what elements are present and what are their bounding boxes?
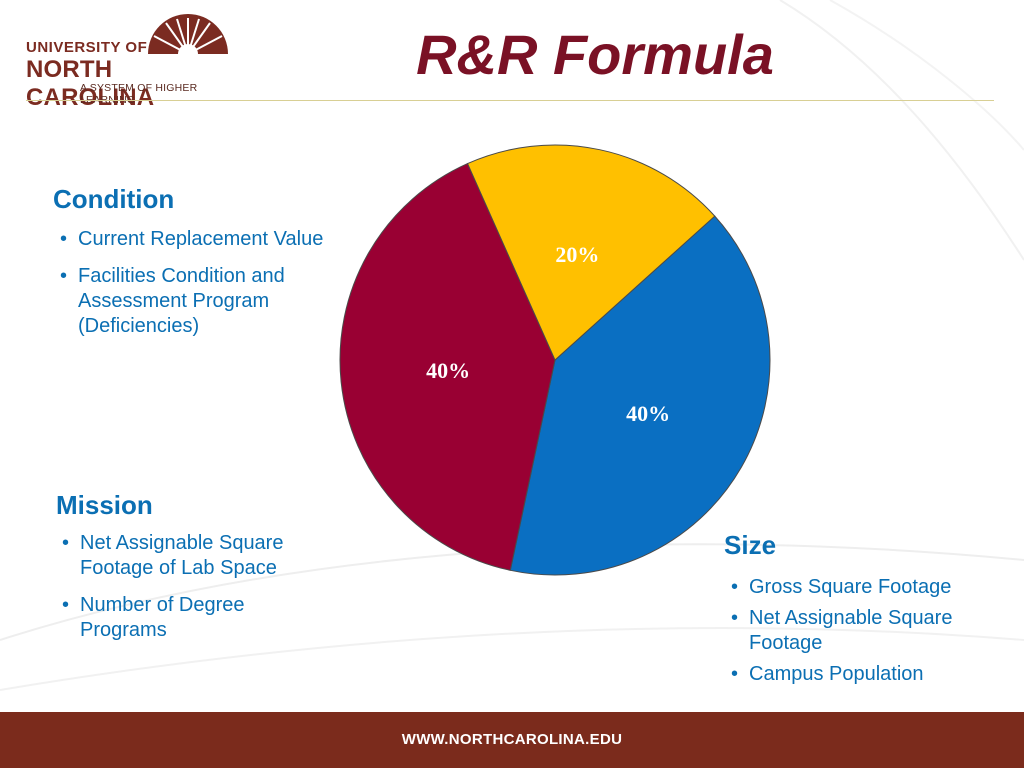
list-item: Facilities Condition and Assessment Prog… (58, 264, 368, 339)
condition-heading: Condition (53, 184, 175, 214)
sun-logo-icon (148, 14, 228, 54)
logo-text-university-of: UNIVERSITY OF (26, 39, 148, 56)
pie-slice-size (339, 162, 556, 571)
pie-slice-mission (466, 144, 716, 361)
list-item: Gross Square Footage (729, 575, 1009, 600)
list-item: Number of Degree Programs (60, 593, 330, 643)
size-list: Gross Square Footage Net Assignable Squa… (729, 575, 1009, 693)
pie-slice-label: 40% (626, 401, 670, 426)
footer-website-link[interactable]: WWW.NORTHCAROLINA.EDU (401, 731, 623, 748)
mission-heading: Mission (56, 490, 153, 520)
condition-list: Current Replacement Value Facilities Con… (58, 227, 368, 351)
pie-slice-condition (509, 215, 771, 576)
pie-slice-label: 20% (555, 242, 599, 267)
page-title: R&R Formula (416, 23, 774, 86)
list-item: Campus Population (729, 662, 1009, 687)
pie-chart: 40% 40% 20% (339, 144, 771, 576)
list-item: Net Assignable Square Footage (729, 606, 1009, 656)
pie-slice-label: 40% (426, 358, 470, 383)
mission-list: Net Assignable Square Footage of Lab Spa… (60, 531, 330, 655)
logo-tagline: A SYSTEM OF HIGHER LEARNING (80, 82, 198, 106)
list-item: Current Replacement Value (58, 227, 368, 252)
list-item: Net Assignable Square Footage of Lab Spa… (60, 531, 330, 581)
size-heading: Size (724, 530, 777, 560)
university-logo[interactable]: UNIVERSITY OF NORTH CAROLINA A SYSTEM OF… (26, 8, 241, 111)
logo-text-north-carolina: NORTH CAROLINA (26, 56, 155, 111)
header-divider (26, 100, 994, 101)
footer-bar: WWW.NORTHCAROLINA.EDU (0, 712, 1024, 768)
